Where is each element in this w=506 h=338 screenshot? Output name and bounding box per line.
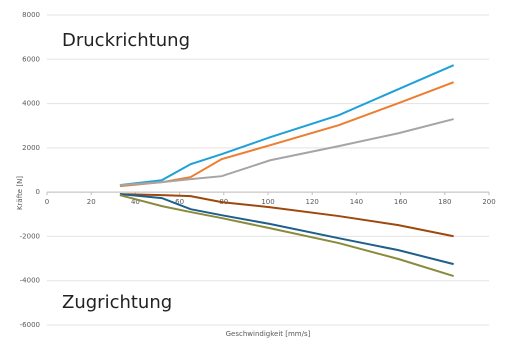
- y-tick-label: 6000: [22, 55, 40, 63]
- x-tick-label: 140: [350, 198, 363, 206]
- x-tick-label: 200: [482, 198, 495, 206]
- x-tick-label: 60: [175, 198, 184, 206]
- y-tick-label: -4000: [20, 277, 40, 285]
- series-line: [119, 193, 454, 238]
- series-line: [119, 81, 454, 188]
- series-line: [119, 118, 454, 187]
- series-line: [119, 64, 455, 187]
- y-tick-label: 0: [36, 188, 40, 196]
- x-tick-label: 0: [45, 198, 49, 206]
- y-tick-label: 8000: [22, 11, 40, 19]
- x-tick-label: 180: [438, 198, 451, 206]
- y-axis-label: Kräfte [N]: [16, 176, 24, 210]
- series-line: [119, 193, 454, 266]
- x-tick-label: 160: [394, 198, 407, 206]
- x-tick-label: 40: [131, 198, 140, 206]
- y-tick-label: 2000: [22, 144, 40, 152]
- x-tick-label: 20: [87, 198, 96, 206]
- x-axis-label: Geschwindigkeit [mm/s]: [226, 330, 311, 338]
- annotation: Zugrichtung: [62, 292, 172, 313]
- series-line: [119, 194, 454, 278]
- x-tick-label: 100: [261, 198, 274, 206]
- y-tick-label: -6000: [20, 321, 40, 329]
- x-tick-label: 120: [306, 198, 319, 206]
- y-tick-label: -2000: [20, 232, 40, 240]
- y-tick-label: 4000: [22, 100, 40, 108]
- annotation: Druckrichtung: [62, 30, 190, 51]
